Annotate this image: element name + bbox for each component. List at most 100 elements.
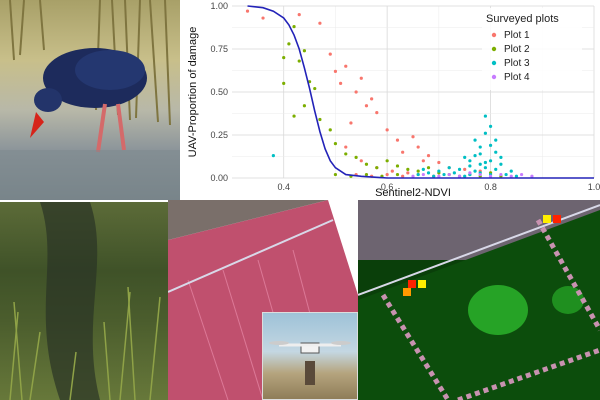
data-point (494, 138, 498, 142)
x-tick-label: 0.6 (381, 182, 394, 192)
data-point (416, 169, 420, 173)
y-tick-label: 0.50 (210, 87, 228, 97)
data-point (364, 172, 369, 177)
data-point (426, 166, 431, 170)
legend-label: Plot 3 (504, 58, 530, 69)
data-point (375, 166, 379, 170)
data-point (318, 117, 322, 122)
x-tick-label: 0.4 (277, 182, 290, 192)
legend-swatch (491, 74, 497, 80)
data-point (349, 121, 353, 125)
legend-swatch (491, 60, 497, 66)
ndvi-grid-map (358, 200, 600, 400)
aerial-road (168, 219, 334, 293)
data-point (463, 155, 467, 159)
data-point (483, 160, 487, 165)
data-point (344, 145, 348, 149)
data-point (292, 114, 296, 118)
data-point (395, 138, 400, 142)
marsh-water-channel (40, 202, 100, 400)
data-point (395, 172, 400, 177)
data-point (473, 138, 477, 142)
data-point (364, 104, 369, 108)
data-point (421, 159, 425, 163)
marsh-grass (9, 286, 161, 400)
drone-body (300, 342, 320, 354)
data-point (359, 76, 363, 80)
data-point (473, 154, 477, 158)
marsh-photo (0, 202, 168, 400)
data-point (313, 86, 317, 91)
ndvi-map-drawing (358, 200, 600, 400)
data-point (421, 172, 425, 177)
legend-items: Plot 1 Plot 2 Plot 3 Plot 4 (491, 30, 530, 83)
data-point (463, 174, 467, 178)
data-point (488, 159, 493, 163)
data-point (421, 167, 425, 171)
ndvi-high-zone-2 (552, 286, 584, 314)
data-point (504, 172, 508, 177)
data-point (354, 90, 358, 94)
drone-drawing (269, 341, 351, 385)
fitted-curve (247, 5, 594, 179)
data-point (447, 166, 451, 170)
ndvi-high-zone (468, 285, 528, 335)
drone-rotor-left (269, 341, 289, 345)
data-point (437, 169, 441, 173)
data-point (447, 172, 451, 177)
aerial-vegetation-strip (168, 200, 328, 240)
data-point (478, 162, 482, 166)
damage-vs-ndvi-chart: 0.4 0.6 0.8 1.0 0.00 0.25 0.50 0.75 1.00 Sentine… (182, 0, 600, 200)
uav-drone-photo (262, 312, 358, 400)
x-tick-label: 1.0 (588, 182, 600, 192)
data-point (468, 171, 472, 175)
chart-ticks: 0.4 0.6 0.8 1.0 0.00 0.25 0.50 0.75 1.00 (210, 1, 600, 192)
data-point (478, 152, 482, 156)
legend-label: Plot 1 (504, 30, 530, 41)
data-point (483, 114, 487, 118)
drone-rotor-right (331, 341, 351, 345)
data-point (509, 169, 513, 173)
data-point (328, 128, 332, 132)
data-point (520, 172, 524, 177)
data-point (488, 124, 493, 128)
data-point (411, 174, 415, 178)
bird-photo-drawing (0, 0, 180, 200)
legend-label: Plot 4 (504, 72, 530, 83)
legend-title: Surveyed plots (486, 13, 559, 25)
data-point (478, 172, 482, 177)
data-point (494, 150, 498, 154)
data-point (302, 104, 306, 108)
water (0, 150, 180, 200)
data-point (395, 164, 400, 168)
data-point (292, 25, 296, 29)
data-point (297, 12, 301, 17)
data-point (499, 172, 503, 177)
y-tick-label: 1.00 (210, 1, 228, 11)
data-point (483, 131, 487, 135)
data-point (375, 111, 379, 115)
data-point (426, 154, 431, 158)
data-point (401, 174, 405, 178)
data-point (297, 59, 301, 63)
data-point (457, 167, 462, 171)
data-point (333, 142, 338, 146)
bird-leg-1 (96, 103, 107, 153)
data-point (333, 69, 338, 73)
data-point (530, 174, 534, 178)
legend: Surveyed plots Plot 1 Plot 2 Plot 3 Plot 4 (482, 8, 582, 90)
data-point (473, 169, 477, 173)
data-point (437, 174, 441, 178)
data-point (437, 160, 441, 165)
data-point (282, 81, 286, 85)
data-point (364, 162, 369, 166)
data-point (333, 172, 338, 177)
bird-beak (30, 112, 44, 138)
data-point (385, 159, 389, 163)
data-point (426, 171, 431, 175)
data-point (354, 155, 358, 159)
data-point (488, 143, 493, 147)
data-point (483, 166, 487, 170)
data-point (385, 128, 389, 132)
data-point (344, 64, 348, 68)
